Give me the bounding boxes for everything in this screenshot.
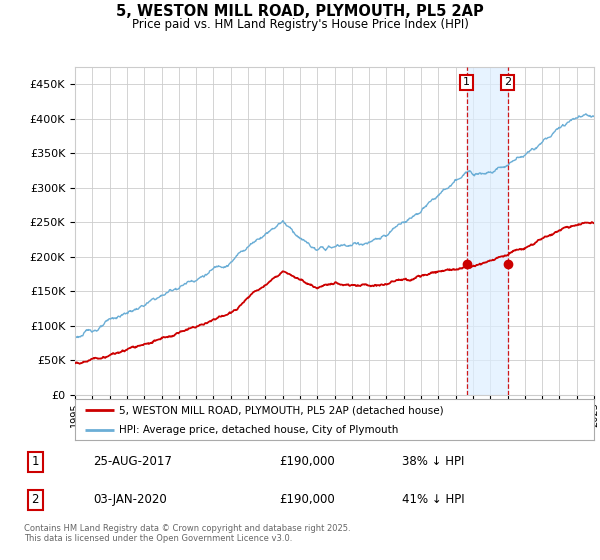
Text: £190,000: £190,000 — [280, 493, 335, 506]
Text: 25-AUG-2017: 25-AUG-2017 — [94, 455, 172, 468]
Text: 41% ↓ HPI: 41% ↓ HPI — [402, 493, 464, 506]
Text: HPI: Average price, detached house, City of Plymouth: HPI: Average price, detached house, City… — [119, 424, 398, 435]
Text: 5, WESTON MILL ROAD, PLYMOUTH, PL5 2AP: 5, WESTON MILL ROAD, PLYMOUTH, PL5 2AP — [116, 4, 484, 19]
Text: 5, WESTON MILL ROAD, PLYMOUTH, PL5 2AP (detached house): 5, WESTON MILL ROAD, PLYMOUTH, PL5 2AP (… — [119, 405, 444, 415]
Text: Price paid vs. HM Land Registry's House Price Index (HPI): Price paid vs. HM Land Registry's House … — [131, 18, 469, 31]
Text: 1: 1 — [32, 455, 39, 468]
Text: 1: 1 — [463, 77, 470, 87]
Text: Contains HM Land Registry data © Crown copyright and database right 2025.
This d: Contains HM Land Registry data © Crown c… — [24, 524, 350, 543]
Text: 2: 2 — [504, 77, 511, 87]
Text: 38% ↓ HPI: 38% ↓ HPI — [402, 455, 464, 468]
Bar — [467, 67, 508, 395]
Text: 2: 2 — [32, 493, 39, 506]
Text: 03-JAN-2020: 03-JAN-2020 — [94, 493, 167, 506]
Text: £190,000: £190,000 — [280, 455, 335, 468]
